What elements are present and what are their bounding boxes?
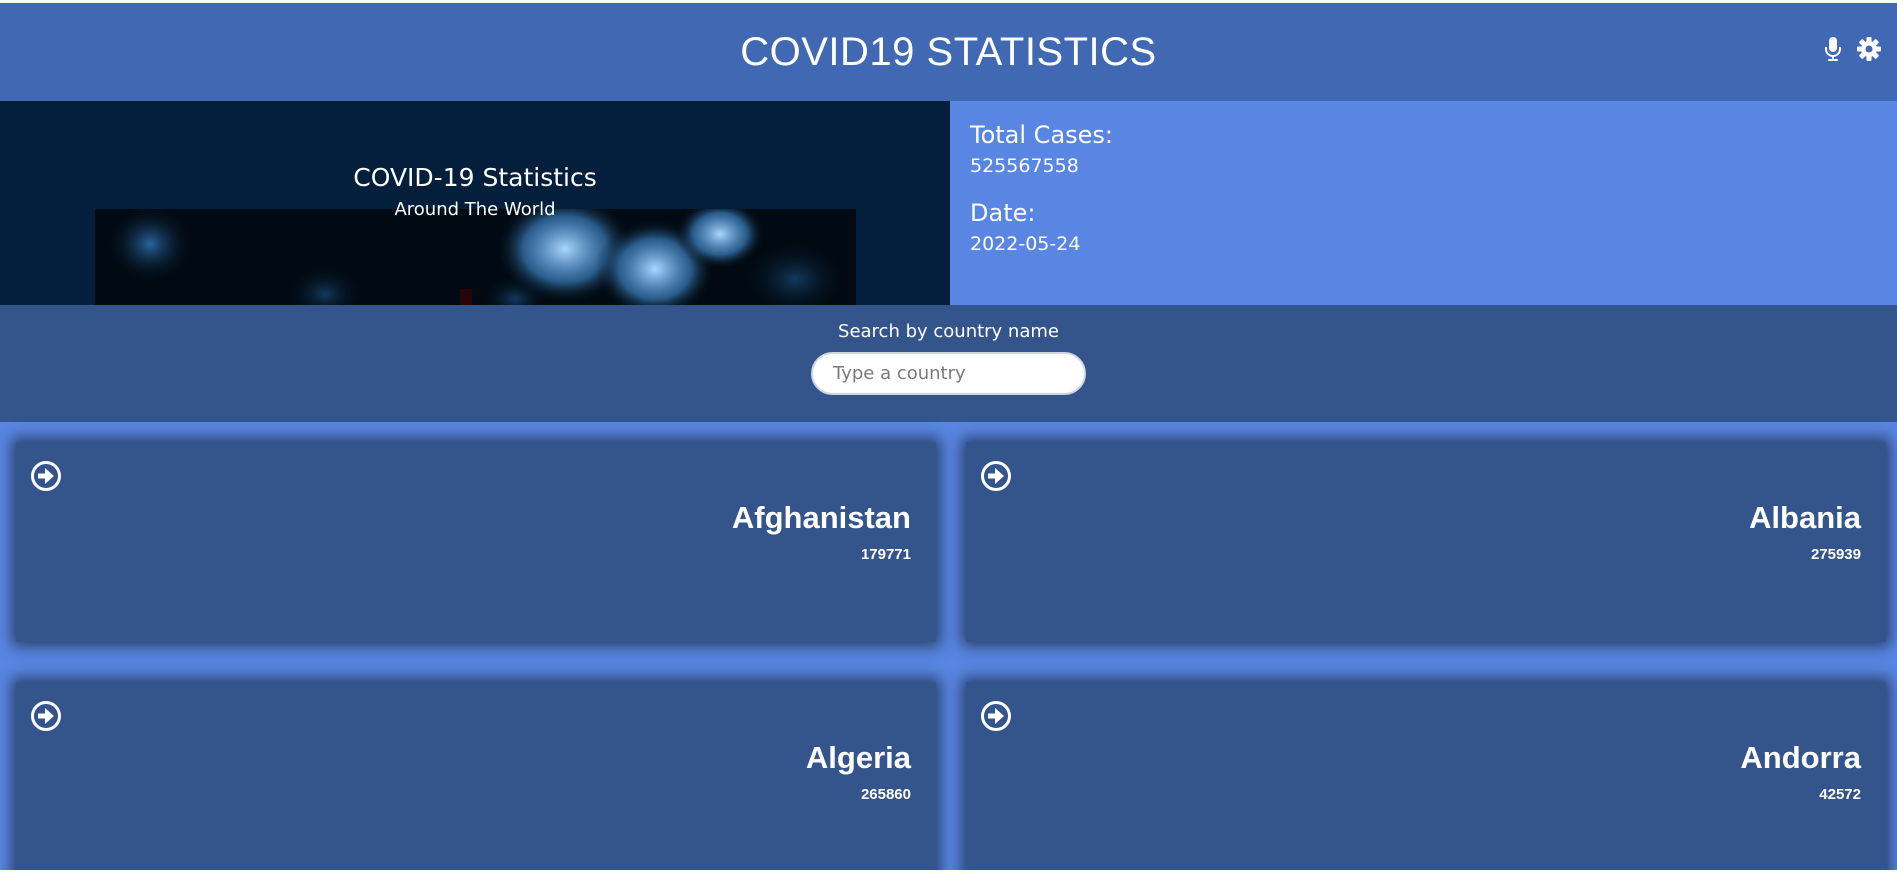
app-header: COVID19 STATISTICS [0, 3, 1897, 101]
total-cases-value: 525567558 [970, 155, 1079, 177]
total-cases-label: Total Cases: [970, 121, 1114, 149]
arrow-circle-right-icon[interactable] [30, 460, 62, 492]
country-card[interactable]: Afghanistan 179771 [16, 442, 936, 642]
arrow-circle-right-icon[interactable] [980, 460, 1012, 492]
top-border [0, 0, 1897, 3]
search-label: Search by country name [838, 321, 1059, 342]
gear-icon[interactable] [1856, 36, 1882, 62]
bottom-border [0, 870, 1897, 873]
hero-section: COVID-19 Statistics Around The World [0, 101, 1897, 305]
virus-banner-image [95, 209, 856, 305]
country-card[interactable]: Algeria 265860 [16, 682, 936, 873]
hero-banner: COVID-19 Statistics Around The World [0, 101, 950, 305]
country-name: Algeria [805, 740, 911, 775]
country-cases: 179771 [860, 546, 911, 563]
country-name: Andorra [1740, 740, 1861, 775]
global-stats-panel: Total Cases: 525567558 Date: 2022-05-24 [950, 101, 1897, 305]
country-search-input[interactable] [811, 352, 1086, 395]
hero-subtitle: Around The World [394, 199, 556, 220]
header-actions [1820, 36, 1882, 62]
country-name: Afghanistan [731, 500, 911, 535]
country-cases: 42572 [1819, 786, 1861, 803]
country-cases: 275939 [1810, 546, 1861, 563]
arrow-circle-right-icon[interactable] [980, 700, 1012, 732]
hero-title: COVID-19 Statistics [353, 163, 597, 192]
search-section: Search by country name [0, 305, 1897, 422]
date-label: Date: [970, 199, 1036, 227]
microphone-icon[interactable] [1820, 36, 1846, 62]
country-name: Albania [1749, 500, 1861, 535]
country-card[interactable]: Andorra 42572 [966, 682, 1886, 873]
date-value: 2022-05-24 [970, 233, 1081, 255]
country-grid: Afghanistan 179771 Albania 275939 Algeri… [0, 422, 1897, 873]
country-cases: 265860 [860, 786, 911, 803]
page-title: COVID19 STATISTICS [740, 29, 1157, 74]
arrow-circle-right-icon[interactable] [30, 700, 62, 732]
country-card[interactable]: Albania 275939 [966, 442, 1886, 642]
